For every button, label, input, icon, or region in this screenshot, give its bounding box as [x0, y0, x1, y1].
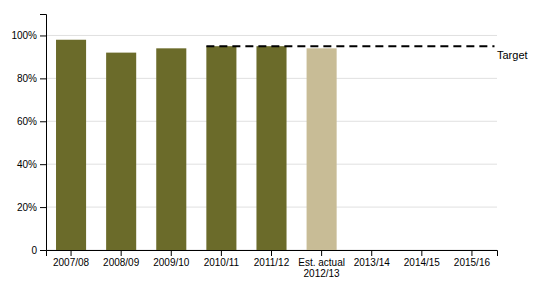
x-tick-mark [171, 250, 172, 256]
x-axis-line [47, 251, 498, 257]
x-tick: 2013/14 [354, 250, 391, 268]
y-tick-label: 80% [17, 73, 37, 84]
bar [56, 40, 86, 250]
x-tick: Est. actual2012/13 [298, 250, 345, 279]
y-tick-mark [40, 35, 46, 36]
x-tick: 2011/12 [254, 250, 290, 268]
x-tick-label: 2013/14 [354, 257, 391, 268]
y-tick-label: 40% [17, 159, 37, 170]
y-tick-label: 20% [17, 202, 37, 213]
y-tick-mark [40, 121, 46, 122]
y-tick: 100% [11, 30, 46, 41]
bar [156, 48, 186, 250]
x-tick: 2014/15 [404, 250, 441, 268]
x-tick-mark [321, 250, 322, 256]
bar [256, 46, 286, 250]
y-tick-mark [40, 207, 46, 208]
y-tick-label: 60% [17, 116, 37, 127]
target-line [206, 45, 494, 47]
bar [106, 53, 136, 250]
x-tick-label: 2007/08 [53, 257, 90, 268]
y-tick-mark [40, 78, 46, 79]
x-tick-label: 2009/10 [153, 257, 190, 268]
x-tick-mark [121, 250, 122, 256]
x-tick-mark [471, 250, 472, 256]
chart-container: 020%40%60%80%100%2007/082008/092009/1020… [0, 0, 549, 290]
bar [206, 46, 236, 250]
x-tick-mark [271, 250, 272, 256]
x-tick-label-line: 2012/13 [304, 268, 341, 279]
y-axis-line [40, 15, 47, 251]
x-tick: 2015/16 [454, 250, 491, 268]
y-tick-label: 100% [11, 30, 37, 41]
x-tick-label: 2010/11 [204, 257, 240, 268]
y-tick: 40% [17, 159, 46, 170]
grid [46, 35, 497, 250]
x-tick: 2009/10 [153, 250, 190, 268]
plot: 020%40%60%80%100%2007/082008/092009/1020… [11, 15, 527, 280]
x-axis: 2007/08 2008/09 2009/10 2010/11 2011/12 Est. … [47, 250, 498, 279]
x-tick-mark [421, 250, 422, 256]
y-tick: 80% [17, 73, 46, 84]
y-tick-mark [40, 164, 46, 165]
grid-line [46, 35, 497, 36]
y-tick: 60% [17, 116, 46, 127]
x-tick-label: 2011/12 [254, 257, 290, 268]
y-tick-label: 0 [31, 245, 37, 256]
x-tick-mark [221, 250, 222, 256]
x-tick: 2008/09 [103, 250, 140, 268]
x-tick-label: 2014/15 [404, 257, 441, 268]
target-label: Target [497, 49, 528, 61]
chart: 020%40%60%80%100%2007/082008/092009/1020… [0, 0, 549, 290]
y-tick: 0 [31, 245, 46, 256]
x-tick-label-line: Est. actual [298, 257, 345, 268]
x-tick-label: 2008/09 [103, 257, 140, 268]
x-tick-mark [71, 250, 72, 256]
bar [307, 48, 337, 250]
y-tick-mark [40, 250, 46, 251]
x-tick-label: 2015/16 [454, 257, 491, 268]
y-axis: 0 20% 40% 60% 80% 100% [11, 15, 46, 256]
marks [56, 40, 494, 250]
x-tick-mark [371, 250, 372, 256]
x-tick: 2007/08 [53, 250, 90, 268]
x-tick-label: Est. actual2012/13 [298, 257, 345, 279]
y-tick: 20% [17, 202, 46, 213]
annotations: Target [497, 49, 528, 61]
x-tick: 2010/11 [204, 250, 240, 268]
